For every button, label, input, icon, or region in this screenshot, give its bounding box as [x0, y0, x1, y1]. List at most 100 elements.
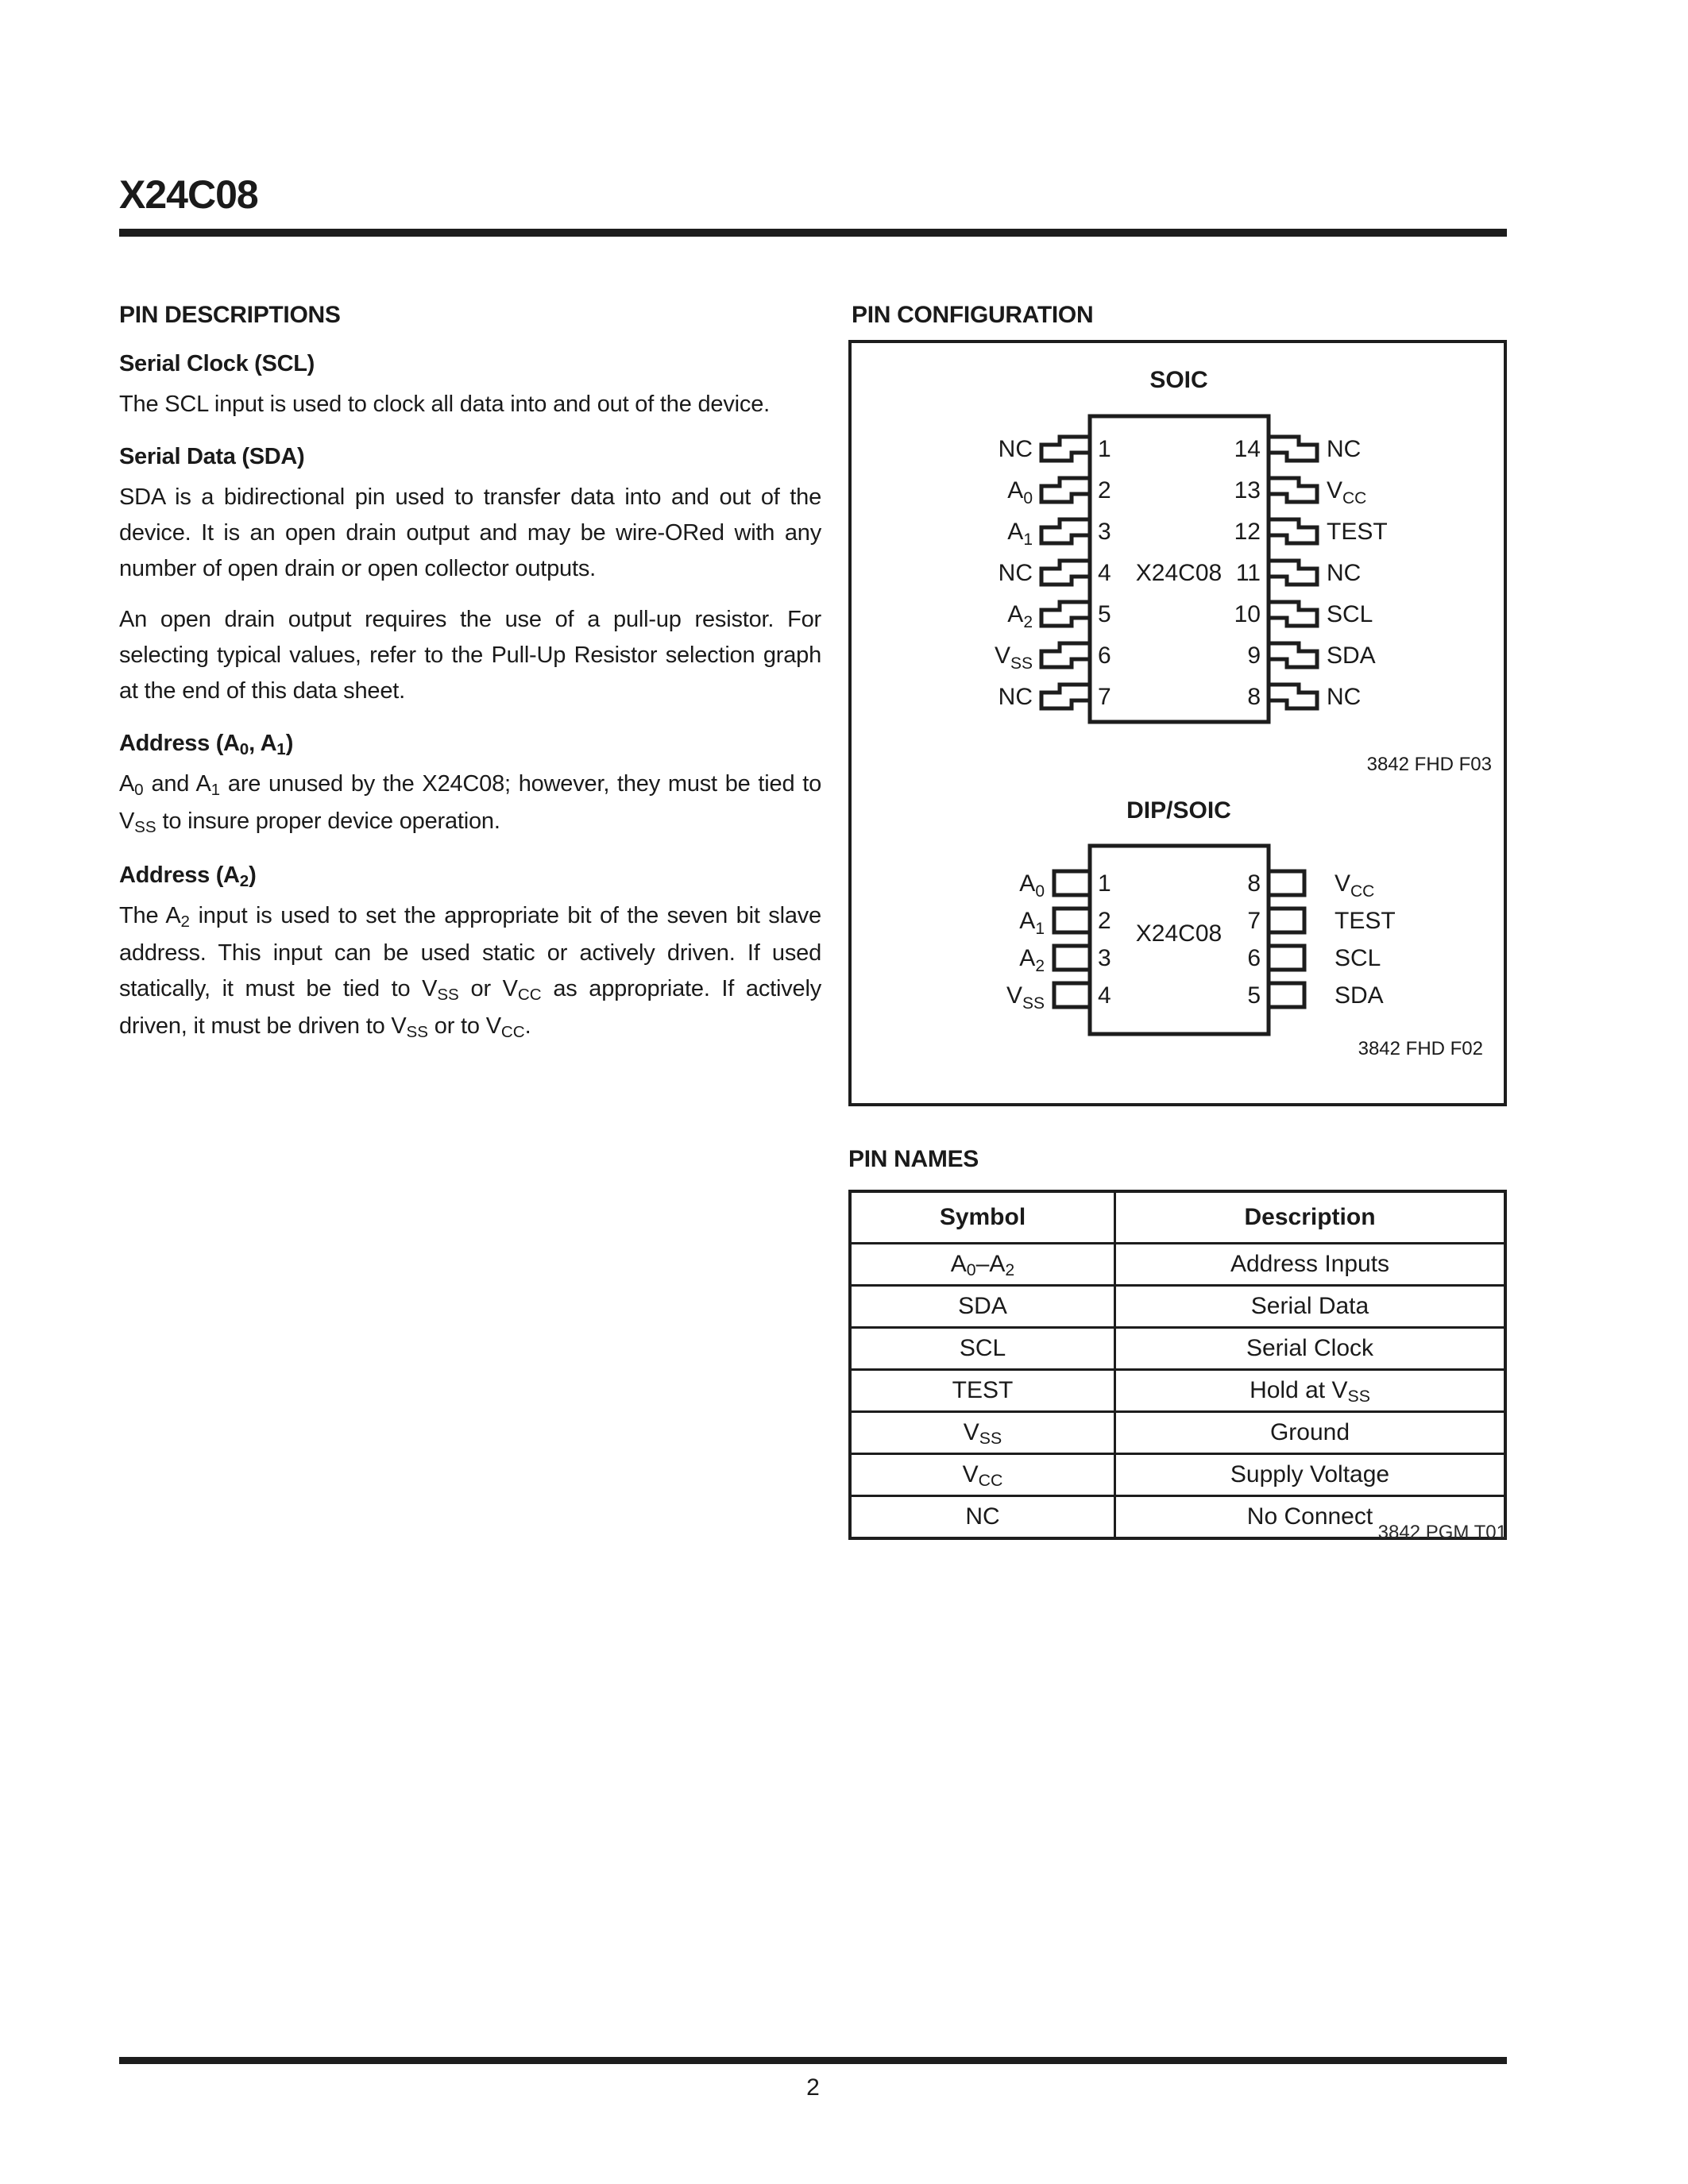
symbol-cell: TEST	[848, 1368, 1116, 1413]
footer-rule	[119, 2057, 1507, 2064]
pin-descriptions-heading: PIN DESCRIPTIONS	[119, 302, 341, 328]
dip-right-pin-labels: VCC TEST SCL SDA	[1335, 870, 1396, 1009]
pin-number: 2	[1098, 477, 1111, 504]
section-serial-data: Serial Data (SDA) SDA is a bidirectional…	[119, 444, 821, 709]
pin-number: 13	[1234, 477, 1261, 504]
description-cell: Serial Clock	[1114, 1326, 1507, 1371]
pin-label: TEST	[1335, 908, 1396, 934]
section-heading: Address (A0, A1)	[119, 731, 294, 758]
section-paragraph: A0 and A1 are unused by the X24C08; howe…	[119, 771, 821, 836]
symbol-cell: NC	[848, 1495, 1116, 1540]
dip-right-pin-numbers: 8 7 6 5	[1247, 870, 1261, 1009]
pin-label: A2	[1007, 601, 1033, 631]
soic-lead-icon	[1269, 517, 1319, 546]
section-address-a0-a1: Address (A0, A1) A0 and A1 are unused by…	[119, 731, 821, 841]
pin-label: A0	[1007, 477, 1033, 507]
dip-chip-name: X24C08	[1136, 920, 1222, 947]
description-cell: Serial Data	[1114, 1284, 1507, 1329]
pin-number: 6	[1247, 945, 1261, 971]
table-row: A0–A2 Address Inputs	[848, 1242, 1507, 1287]
pin-label: VSS	[995, 642, 1033, 673]
section-paragraph: The A2 input is used to set the appropri…	[119, 903, 821, 1041]
pin-label: NC	[999, 436, 1033, 462]
pin-label: NC	[1327, 684, 1361, 710]
pin-number: 3	[1098, 519, 1111, 545]
header-rule	[119, 229, 1507, 237]
pin-label: NC	[1327, 436, 1361, 462]
soic-chip-body	[1087, 414, 1271, 724]
pin-label: SCL	[1327, 601, 1373, 627]
soic-lead-icon	[1039, 600, 1090, 628]
soic-lead-icon	[1039, 476, 1090, 504]
description-cell: Ground	[1114, 1410, 1507, 1455]
pin-number: 9	[1247, 642, 1261, 669]
soic-lead-icon	[1269, 641, 1319, 669]
table-row: VCC Supply Voltage	[848, 1453, 1507, 1497]
pin-number: 11	[1236, 560, 1261, 586]
pin-number: 7	[1098, 684, 1111, 710]
dip-package-label: DIP/SOIC	[1126, 797, 1231, 824]
table-row: SCL Serial Clock	[848, 1326, 1507, 1371]
pin-descriptions-column: PIN DESCRIPTIONS Serial Clock (SCL) The …	[119, 302, 821, 1067]
soic-lead-icon	[1039, 682, 1090, 711]
description-cell: Address Inputs	[1114, 1242, 1507, 1287]
soic-figure-caption: 3842 FHD F03	[1367, 754, 1492, 775]
dip-lead-icon	[1266, 906, 1307, 935]
soic-lead-icon	[1039, 434, 1090, 463]
soic-lead-icon	[1269, 682, 1319, 711]
pin-label: NC	[999, 560, 1033, 586]
section-serial-clock: Serial Clock (SCL) The SCL input is used…	[119, 351, 821, 423]
dip-figure-caption: 3842 FHD F02	[1358, 1038, 1483, 1059]
pin-number: 8	[1247, 684, 1261, 710]
section-paragraph: The SCL input is used to clock all data …	[119, 392, 770, 417]
symbol-cell: A0–A2	[848, 1242, 1116, 1287]
dip-lead-icon	[1266, 869, 1307, 897]
soic-right-leads	[1269, 434, 1319, 711]
pin-number: 14	[1234, 436, 1261, 462]
dip-chip-body	[1087, 843, 1271, 1036]
section-address-a2: Address (A2) The A2 input is used to set…	[119, 862, 821, 1046]
column-header-description: Description	[1114, 1190, 1507, 1244]
pin-number: 4	[1098, 982, 1111, 1009]
pin-label: VSS	[1006, 982, 1045, 1013]
column-header-symbol: Symbol	[848, 1190, 1116, 1244]
pin-number: 1	[1098, 436, 1111, 462]
table-row: SDA Serial Data	[848, 1284, 1507, 1329]
soic-lead-icon	[1269, 434, 1319, 463]
pin-label: SDA	[1327, 642, 1376, 669]
soic-chip-name: X24C08	[1136, 560, 1222, 586]
soic-package-label: SOIC	[1149, 367, 1207, 393]
pin-label: VCC	[1335, 870, 1374, 901]
pin-number: 5	[1098, 601, 1111, 627]
symbol-cell: SDA	[848, 1284, 1116, 1329]
pin-label: SCL	[1335, 945, 1381, 971]
pin-label: A1	[1019, 908, 1045, 938]
pin-label: TEST	[1327, 519, 1388, 545]
soic-lead-icon	[1039, 641, 1090, 669]
soic-left-pin-labels: NC A0 A1 NC A2 VSS NC	[995, 436, 1033, 710]
description-cell: Supply Voltage	[1114, 1453, 1507, 1497]
dip-lead-icon	[1266, 981, 1307, 1009]
pin-label: A2	[1019, 945, 1045, 975]
dip-left-pin-labels: A0 A1 A2 VSS	[1006, 870, 1045, 1013]
dip-lead-icon	[1052, 906, 1092, 935]
table-row: NC No Connect	[848, 1495, 1507, 1540]
dip-lead-icon	[1052, 981, 1092, 1009]
symbol-cell: SCL	[848, 1326, 1116, 1371]
soic-right-pin-labels: NC VCC TEST NC SCL SDA NC	[1327, 436, 1388, 710]
soic-lead-icon	[1269, 558, 1319, 587]
section-heading: Address (A2)	[119, 862, 257, 890]
pin-label: VCC	[1327, 477, 1366, 507]
pin-number: 7	[1247, 908, 1261, 934]
dip-diagram: DIP/SOIC A0	[1006, 797, 1483, 1059]
soic-left-pin-numbers: 1 2 3 4 5 6 7	[1098, 436, 1111, 710]
pin-label: A0	[1019, 870, 1045, 901]
description-cell: Hold at VSS	[1114, 1368, 1507, 1413]
dip-left-leads	[1052, 869, 1092, 1009]
pin-number: 3	[1098, 945, 1111, 971]
pin-names-table: Symbol Description A0–A2 Address Inputs …	[848, 1190, 1507, 1540]
page-number: 2	[806, 2074, 820, 2101]
dip-right-leads	[1266, 869, 1307, 1009]
pin-number: 2	[1098, 908, 1111, 934]
